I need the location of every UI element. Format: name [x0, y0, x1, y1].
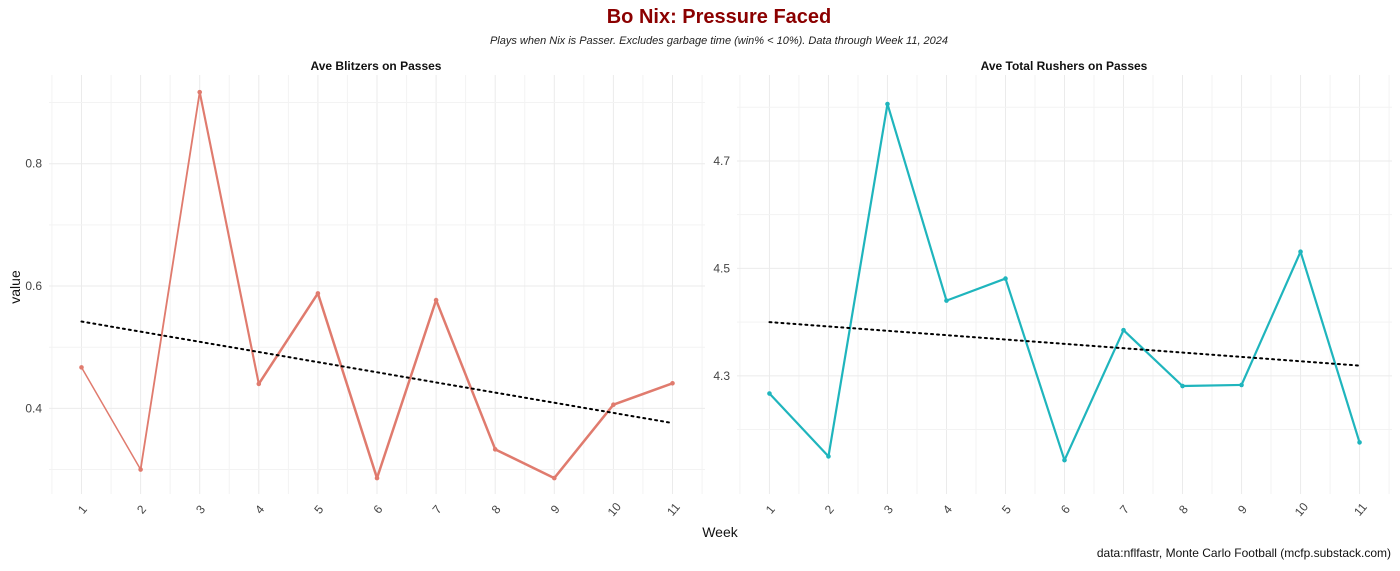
series-segment [1181, 383, 1243, 388]
caption: data:nflfastr, Monte Carlo Football (mcf… [1097, 546, 1391, 560]
data-point [1239, 382, 1244, 388]
series-segment [553, 403, 615, 480]
x-tick-label: 4 [940, 502, 955, 516]
x-tick-label: 2 [134, 502, 149, 516]
series-line [80, 91, 674, 480]
data-point [1180, 383, 1185, 389]
series-segment [257, 292, 320, 386]
series-segment [612, 382, 674, 406]
series-segment [827, 102, 889, 458]
x-tick-label: 1 [75, 502, 90, 516]
data-point [433, 297, 439, 303]
data-point [315, 291, 321, 296]
x-tick-label: 6 [1058, 502, 1073, 516]
x-tick-label: 10 [1292, 500, 1312, 519]
series-segment [198, 91, 260, 385]
series-segment [434, 298, 497, 451]
x-tick-label: 8 [489, 502, 504, 516]
x-tick-label: 5 [311, 502, 326, 516]
x-tick-label: 6 [370, 502, 385, 516]
data-point [1121, 327, 1126, 333]
x-tick-label: 1 [763, 502, 778, 516]
y-tick-label: 4.5 [713, 261, 730, 275]
series-segment [375, 298, 438, 480]
data-point [1298, 249, 1303, 255]
data-point [944, 298, 949, 303]
y-tick-label: 4.3 [713, 369, 730, 383]
panel-rushers: Ave Total Rushers on Passes 4.3 4.5 4.7 1 2 3 4… [713, 59, 1392, 519]
data-point [885, 101, 890, 107]
y-axis-title: value [7, 270, 23, 304]
series-segment [1240, 250, 1302, 387]
series-segment [493, 448, 556, 480]
series-segment [1063, 329, 1125, 462]
data-point [138, 467, 143, 472]
series-line [768, 102, 1361, 462]
data-point [767, 391, 772, 396]
grid [49, 75, 705, 494]
x-tick-label: 11 [664, 500, 683, 519]
data-point [492, 447, 498, 452]
data-point [374, 475, 380, 481]
x-tick-label: 9 [1235, 502, 1250, 516]
data-point [197, 89, 203, 95]
data-point [1003, 276, 1008, 281]
data-point [611, 402, 616, 407]
data-point [256, 381, 262, 387]
x-tick-label: 3 [193, 502, 208, 516]
panel-title: Ave Blitzers on Passes [311, 59, 442, 73]
series-segment [768, 392, 830, 458]
series-segment [945, 277, 1007, 302]
y-tick-label: 0.6 [25, 279, 42, 293]
x-tick-label: 10 [605, 500, 625, 519]
y-tick-label: 0.8 [25, 157, 42, 171]
x-tick-label: 4 [252, 502, 267, 516]
x-tick-label: 7 [1117, 502, 1132, 516]
x-axis-title: Week [702, 524, 739, 540]
x-tick-label: 11 [1351, 500, 1370, 519]
panel-blitzers: Ave Blitzers on Passes 0.4 0.6 0.8 1 2 3 4 5 6 7 8 9… [25, 59, 705, 519]
chart-subtitle: Plays when Nix is Passer. Excludes garba… [490, 35, 948, 47]
data-point [670, 380, 675, 386]
series-segment [1299, 250, 1361, 444]
x-tick-label: 2 [822, 502, 837, 516]
trend-line [80, 320, 674, 425]
x-tick-label: 7 [430, 502, 445, 516]
y-tick-label: 4.7 [713, 154, 730, 168]
grid [737, 75, 1392, 494]
data-point [551, 475, 557, 481]
panel-title: Ave Total Rushers on Passes [981, 59, 1148, 73]
data-point [79, 365, 84, 370]
y-tick-label: 0.4 [25, 401, 42, 415]
series-segment [139, 91, 201, 471]
series-segment [316, 292, 379, 480]
data-point [826, 454, 831, 459]
series-segment [1122, 329, 1184, 388]
data-point [1357, 440, 1362, 445]
series-segment [886, 102, 948, 302]
series-segment [80, 366, 142, 471]
chart-title: Bo Nix: Pressure Faced [607, 6, 832, 28]
trend-line [768, 321, 1361, 367]
x-tick-label: 3 [881, 502, 896, 516]
x-tick-label: 5 [999, 502, 1014, 516]
x-tick-label: 8 [1176, 502, 1191, 516]
data-point [1062, 457, 1067, 463]
series-segment [1004, 277, 1066, 462]
x-tick-label: 9 [548, 502, 563, 516]
